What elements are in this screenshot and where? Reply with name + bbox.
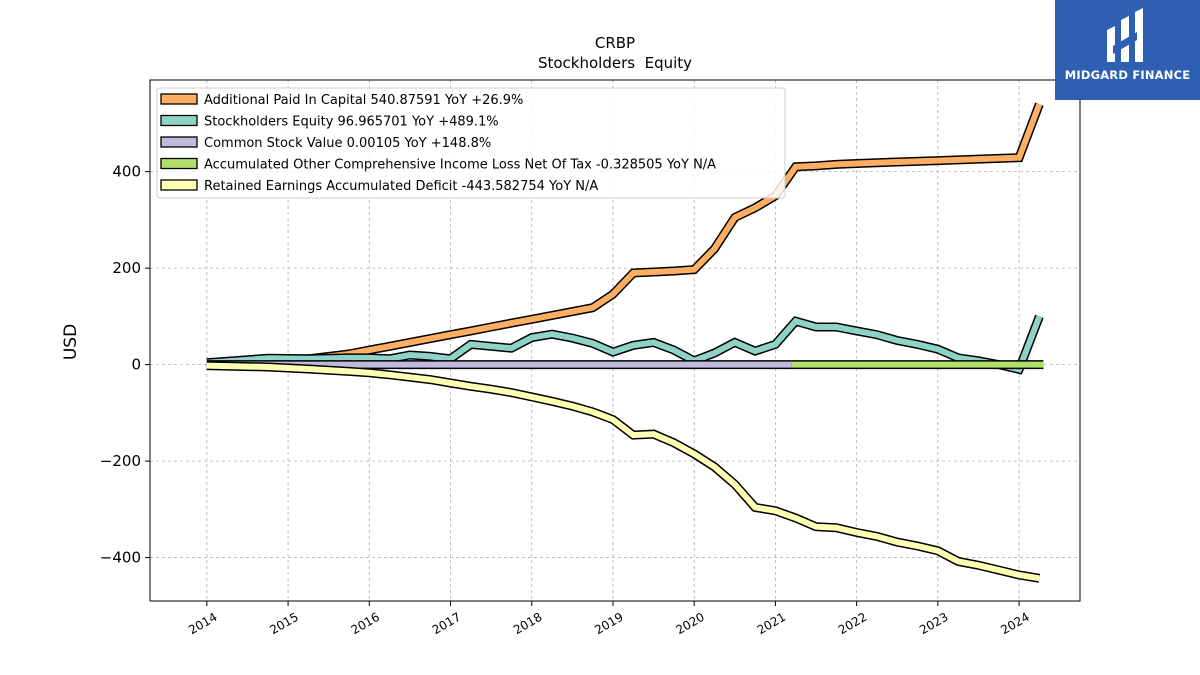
legend-swatch bbox=[160, 179, 198, 191]
legend-swatch bbox=[160, 136, 198, 148]
legend-swatch bbox=[160, 93, 198, 105]
y-tick-label: −400 bbox=[100, 549, 141, 567]
series-layer bbox=[206, 102, 1044, 583]
series-line bbox=[206, 103, 1043, 366]
brand-logo: MIDGARD FINANCE bbox=[1055, 0, 1200, 100]
legend-entry: Accumulated Other Comprehensive Income L… bbox=[204, 158, 716, 173]
series-line bbox=[206, 362, 1040, 582]
x-tick-label: 2017 bbox=[430, 610, 463, 637]
chart-title: CRBP bbox=[595, 34, 635, 52]
legend-swatch bbox=[160, 157, 198, 170]
series-additional-paid-in-capital bbox=[206, 102, 1044, 368]
legend-swatch bbox=[160, 114, 198, 127]
x-tick-label: 2022 bbox=[836, 610, 869, 637]
x-tick-label: 2018 bbox=[511, 610, 544, 637]
legend-entry: Common Stock Value 0.00105 YoY +148.8% bbox=[204, 136, 491, 151]
legend-entry: Additional Paid In Capital 540.87591 YoY… bbox=[204, 93, 523, 108]
y-tick-label: 0 bbox=[131, 356, 141, 374]
x-tick-label: 2023 bbox=[917, 610, 950, 637]
y-tick-label: −200 bbox=[100, 452, 141, 470]
x-tick-label: 2014 bbox=[186, 610, 219, 637]
plot-frame bbox=[149, 79, 1081, 602]
chart-subtitle: Stockholders Equity bbox=[538, 54, 692, 72]
legend-entry: Retained Earnings Accumulated Deficit -4… bbox=[204, 179, 598, 194]
series-line bbox=[206, 315, 1043, 373]
legend-box bbox=[156, 87, 786, 199]
y-axis-label: USD bbox=[61, 324, 81, 360]
brand-name: MIDGARD FINANCE bbox=[1064, 68, 1191, 82]
y-tick-label: 200 bbox=[112, 259, 141, 277]
legend: Additional Paid In Capital 540.87591 YoY… bbox=[156, 87, 786, 199]
legend-entry: Stockholders Equity 96.965701 YoY +489.1… bbox=[204, 115, 499, 130]
x-tick-label: 2019 bbox=[592, 610, 625, 637]
x-tick-label: 2024 bbox=[998, 610, 1031, 637]
series-retained-earnings-accumulated-deficit bbox=[206, 361, 1041, 583]
x-tick-label: 2016 bbox=[349, 610, 382, 637]
x-tick-label: 2021 bbox=[755, 610, 788, 637]
midgard-logo-icon bbox=[1107, 8, 1143, 62]
series-stockholders-equity bbox=[206, 314, 1044, 375]
x-tick-label: 2015 bbox=[267, 610, 300, 637]
x-tick-label: 2020 bbox=[673, 610, 706, 637]
y-tick-label: 400 bbox=[112, 163, 141, 181]
